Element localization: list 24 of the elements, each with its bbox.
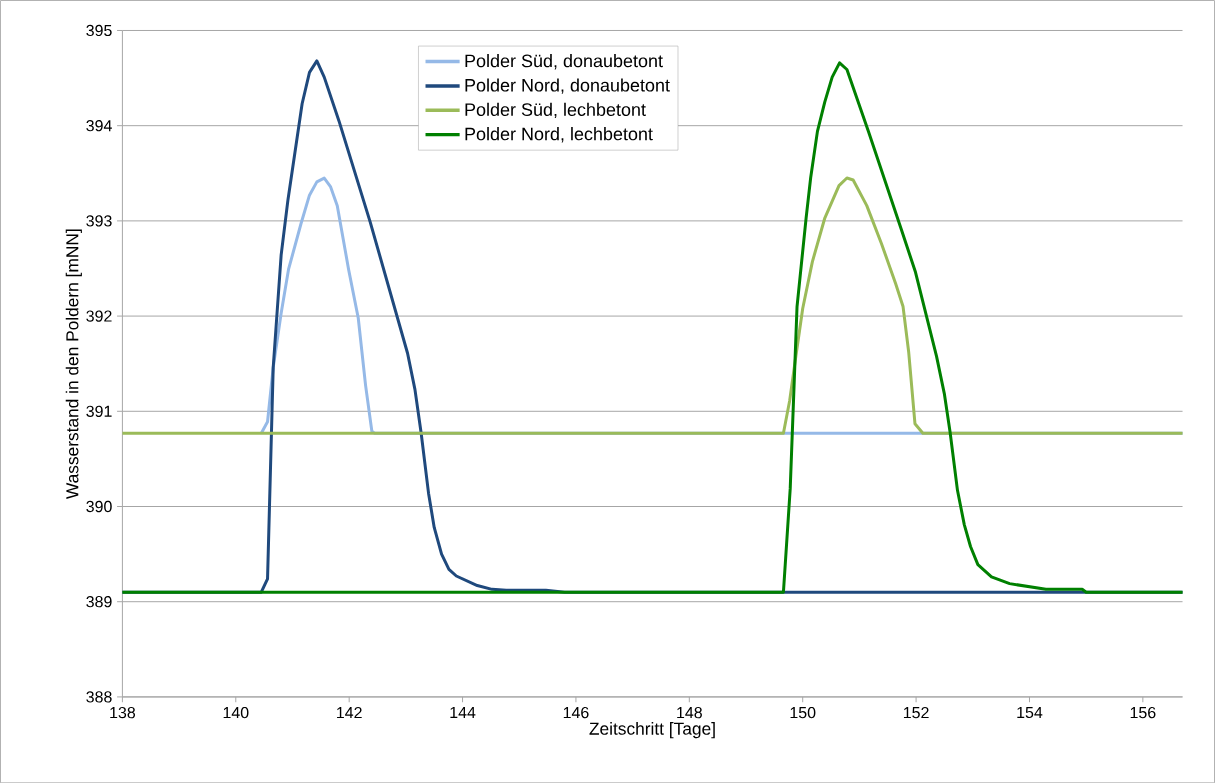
legend-label: Polder Nord, donaubetont — [465, 78, 670, 94]
x-tick-label: 146 — [563, 706, 589, 719]
x-tick-label: 154 — [1017, 706, 1043, 718]
legend-label: Polder Nord, lechbetont — [465, 126, 653, 143]
x-tick-label: 142 — [337, 706, 362, 718]
x-tick-label: 156 — [1130, 706, 1156, 719]
y-tick-label: 392 — [86, 310, 112, 322]
y-tick-label: 395 — [86, 24, 112, 36]
x-tick-label: 138 — [110, 706, 136, 719]
legend-label: Polder Süd, donaubetont — [465, 53, 663, 70]
y-tick-label: 391 — [86, 405, 112, 417]
x-tick-label: 140 — [223, 706, 249, 719]
x-tick-label: 150 — [790, 706, 816, 719]
y-tick-label: 394 — [86, 119, 112, 132]
y-tick-label: 388 — [86, 691, 112, 703]
x-tick-label: 148 — [677, 706, 702, 719]
x-axis-title: Zeitschritt [Tage] — [589, 721, 715, 739]
y-tick-label: 389 — [86, 595, 112, 608]
y-tick-label: 393 — [86, 215, 112, 227]
x-tick-label: 152 — [903, 706, 929, 719]
y-axis-title: Wasserstand in den Poldern [mNN] — [65, 229, 82, 499]
x-tick-label: 144 — [450, 706, 476, 718]
y-tick-label: 390 — [86, 500, 112, 512]
legend-label: Polder Süd, lechbetont — [465, 102, 646, 118]
